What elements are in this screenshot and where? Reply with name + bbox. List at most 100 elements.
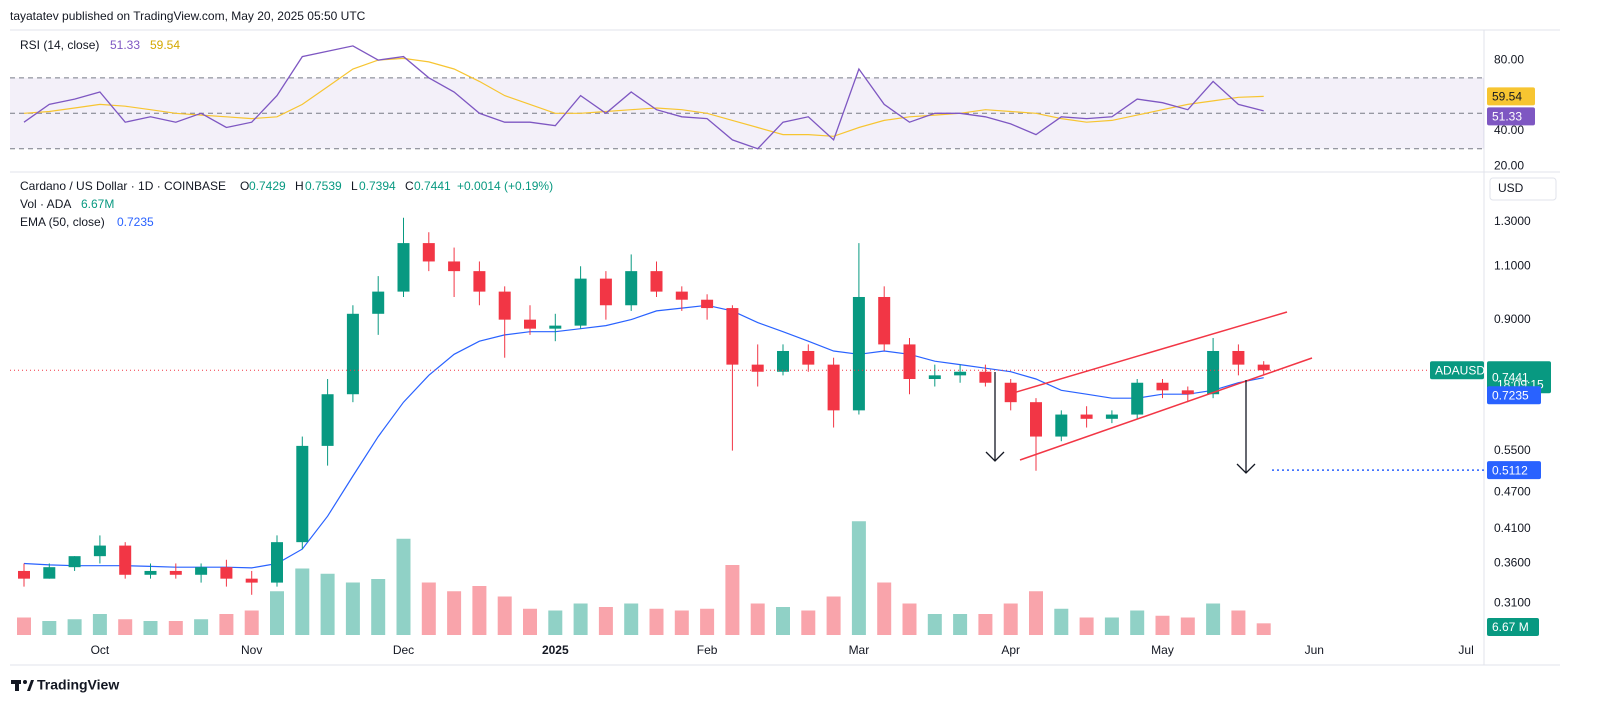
ohlc-label: H <box>295 179 304 193</box>
ohlc-value: 0.7441 <box>414 179 451 193</box>
price-badge-box <box>1487 361 1551 394</box>
volume-bar <box>548 610 563 635</box>
channel-upper <box>1012 311 1288 394</box>
candle-body <box>43 567 56 579</box>
rsi-ma-badge-box <box>1487 87 1535 106</box>
x-tick-label: Jul <box>1458 643 1473 657</box>
candle-body <box>473 271 486 292</box>
ema-value: 0.7235 <box>117 215 154 229</box>
volume-bar <box>927 614 942 635</box>
volume-bar <box>92 614 107 635</box>
volume-bar <box>1155 615 1170 635</box>
volume-bar <box>447 591 462 635</box>
volume-bar <box>801 610 816 635</box>
candle-body <box>675 291 688 300</box>
symbol-badge: ADAUSD <box>1435 363 1485 377</box>
volume-bar <box>270 591 284 635</box>
candle-body <box>498 291 511 320</box>
channel-lower <box>1019 357 1313 461</box>
volume-bar <box>523 608 537 635</box>
volume-bar <box>902 603 917 635</box>
candle-body <box>397 243 410 292</box>
volume-bar <box>674 610 689 635</box>
rsi-tick-label: 20.00 <box>1494 159 1524 173</box>
rsi-value: 51.33 <box>110 38 140 52</box>
candle-body <box>928 375 941 380</box>
volume-title: Vol · ADA <box>20 197 71 211</box>
volume-bar <box>598 607 613 635</box>
volume-bar <box>1003 603 1018 635</box>
ohlc-value: 0.7539 <box>305 179 342 193</box>
volume-badge: 6.67 M <box>1492 620 1529 634</box>
volume-bar <box>219 614 234 635</box>
price-change: +0.0014 (+0.19%) <box>457 179 553 193</box>
candle-body <box>625 271 638 306</box>
x-tick-label: Jun <box>1305 643 1324 657</box>
rsi-badge-box <box>1487 107 1535 126</box>
candle-body <box>119 545 132 575</box>
candle-body <box>751 364 764 372</box>
candle-body <box>1131 382 1144 415</box>
candle-body <box>878 296 891 345</box>
volume-bar <box>42 621 57 635</box>
rsi-line <box>23 45 1264 150</box>
volume-bar <box>1054 608 1069 635</box>
y-tick-label: 0.3100 <box>1494 595 1531 609</box>
volume-bar <box>497 596 512 635</box>
y-tick-label: 0.9000 <box>1494 312 1531 326</box>
candle-body <box>93 545 106 557</box>
y-tick-label: 0.4700 <box>1494 485 1531 499</box>
volume-bar <box>244 610 259 635</box>
candle-body <box>1105 414 1118 419</box>
candle-body <box>599 278 612 306</box>
rsi-tick-label: 40.00 <box>1494 123 1524 137</box>
x-tick-label: Oct <box>91 643 110 657</box>
x-tick-label: May <box>1151 643 1174 657</box>
candle-body <box>1004 382 1017 403</box>
volume-bar <box>194 619 209 635</box>
candle-body <box>144 570 157 575</box>
ohlc-label: C <box>405 179 414 193</box>
candle-body <box>245 578 258 583</box>
publish-header: tayatatev published on TradingView.com, … <box>10 9 366 23</box>
candle-body <box>524 319 536 329</box>
volume-bar <box>978 614 993 635</box>
volume-bar <box>168 621 183 635</box>
x-tick-label: Mar <box>849 643 870 657</box>
candle-body <box>903 344 916 380</box>
rsi-ma-badge: 59.54 <box>1492 90 1522 104</box>
y-tick-label: 0.3600 <box>1494 556 1531 570</box>
volume-bar <box>700 608 715 635</box>
volume-bar <box>725 565 740 635</box>
candle-body <box>1055 414 1068 437</box>
rsi-tick-label: 80.00 <box>1494 52 1524 66</box>
volume-bar <box>1231 610 1246 635</box>
volume-bar <box>851 521 866 635</box>
volume-bar <box>396 538 411 635</box>
ohlc-label: O <box>240 179 249 193</box>
volume-bar <box>371 579 386 635</box>
currency-box[interactable] <box>1489 177 1557 201</box>
candle-body <box>979 371 992 383</box>
candle-body <box>574 278 587 326</box>
symbol-title: Cardano / US Dollar · 1D · COINBASE <box>20 179 226 193</box>
candle-body <box>271 542 283 583</box>
candle-body <box>1207 350 1220 395</box>
volume-bar <box>17 617 31 635</box>
volume-bar <box>573 603 588 635</box>
candle-body <box>372 291 385 314</box>
price-legend: Cardano / US Dollar · 1D · COINBASE O 0.… <box>20 179 553 229</box>
footer-brand: TradingView <box>37 677 119 693</box>
candle-body <box>852 296 865 411</box>
candle-body <box>827 364 840 411</box>
volume-bar <box>472 586 487 635</box>
rsi-badge: 51.33 <box>1492 110 1522 124</box>
tv-logo <box>11 680 34 691</box>
candle-body <box>1156 382 1169 391</box>
y-tick-label: 1.1000 <box>1494 258 1531 272</box>
candle-body <box>650 271 663 292</box>
candle-body <box>1030 402 1042 437</box>
candle-body <box>1080 414 1093 419</box>
volume-bar <box>877 582 892 635</box>
